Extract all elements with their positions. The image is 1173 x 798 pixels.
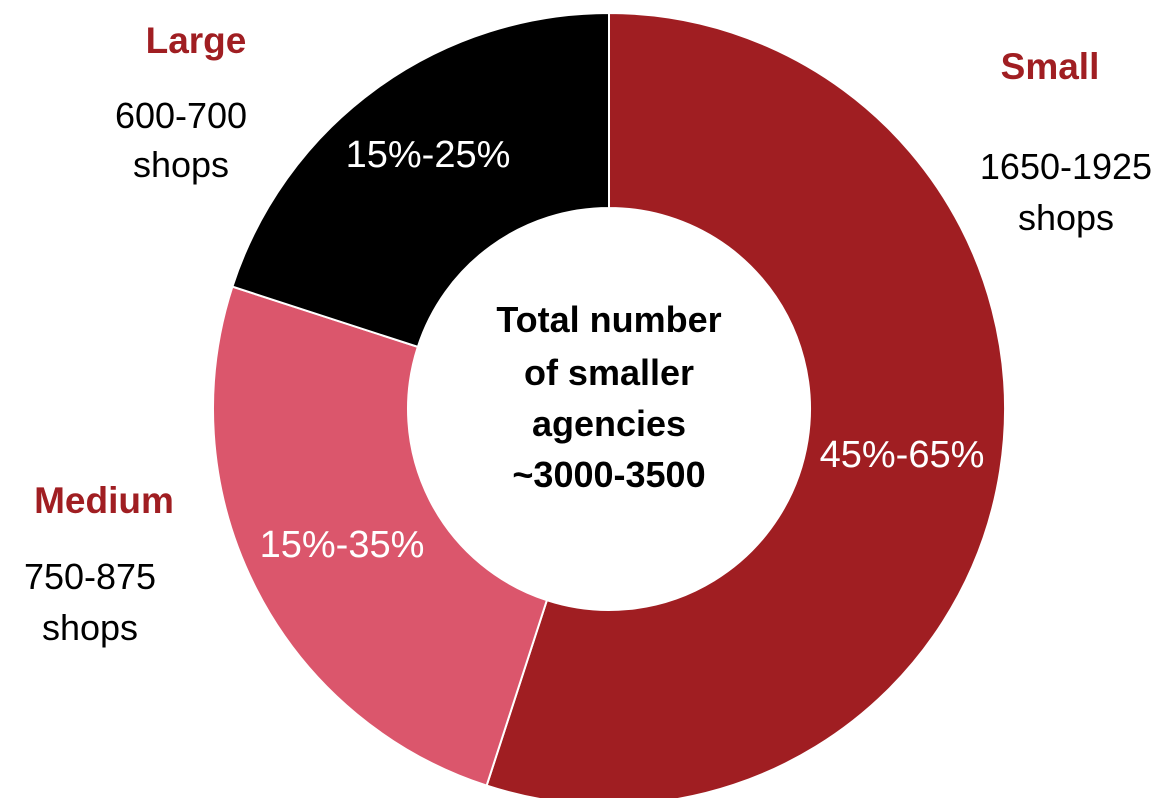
slice-medium-percent-label: 15%-35% xyxy=(260,524,425,566)
slice-large-percent-label: 15%-25% xyxy=(346,134,511,176)
slice-small-count-line-2: shops xyxy=(1018,197,1114,238)
slice-medium-count-line-2: shops xyxy=(42,607,138,648)
slice-large-count-line-2: shops xyxy=(133,144,229,185)
label-small: Small 1650-1925 shops xyxy=(980,46,1152,238)
center-text: Total number of smaller agencies ~3000-3… xyxy=(496,299,721,495)
donut-slices xyxy=(212,11,1006,798)
slice-small-count-line-1: 1650-1925 xyxy=(980,146,1152,187)
slice-small-category-label: Small xyxy=(1001,46,1100,87)
slice-large xyxy=(231,11,610,349)
slice-large-count-line-1: 600-700 xyxy=(115,95,247,136)
slice-large-category-label: Large xyxy=(146,20,247,61)
slice-small-percent-label: 45%-65% xyxy=(820,434,985,476)
slice-medium-category-label: Medium xyxy=(34,480,174,521)
label-large: Large 600-700 shops xyxy=(115,20,247,185)
center-text-line-3: agencies xyxy=(532,403,686,444)
center-text-line-2: of smaller xyxy=(524,352,694,393)
label-medium: Medium 750-875 shops xyxy=(24,480,174,648)
slice-small xyxy=(485,11,1006,798)
center-text-line-4: ~3000-3500 xyxy=(512,454,705,495)
slice-medium-count-line-1: 750-875 xyxy=(24,556,156,597)
center-text-line-1: Total number xyxy=(496,299,721,340)
slice-medium xyxy=(212,285,549,787)
